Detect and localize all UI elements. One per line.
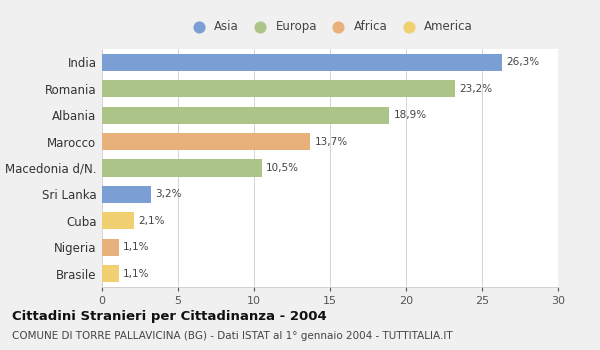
Bar (102, 239, 119, 256)
Text: COMUNE DI TORRE PALLAVICINA (BG) - Dati ISTAT al 1° gennaio 2004 - TUTTITALIA.IT: COMUNE DI TORRE PALLAVICINA (BG) - Dati … (12, 331, 452, 341)
Text: 3,2%: 3,2% (155, 189, 182, 200)
Bar (102, 80, 455, 97)
Bar (102, 54, 502, 71)
Bar (102, 106, 389, 124)
Text: 26,3%: 26,3% (506, 57, 539, 67)
Bar (102, 159, 262, 177)
Text: 1,1%: 1,1% (123, 242, 150, 252)
Legend: Asia, Europa, Africa, America: Asia, Europa, Africa, America (185, 18, 475, 36)
Bar (102, 212, 134, 230)
Bar (102, 186, 151, 203)
Text: 2,1%: 2,1% (139, 216, 165, 226)
Text: Cittadini Stranieri per Cittadinanza - 2004: Cittadini Stranieri per Cittadinanza - 2… (12, 310, 327, 323)
Text: 1,1%: 1,1% (123, 269, 150, 279)
Text: 10,5%: 10,5% (266, 163, 299, 173)
Text: 13,7%: 13,7% (315, 136, 348, 147)
Bar (102, 133, 310, 150)
Bar (102, 265, 119, 282)
Text: 18,9%: 18,9% (394, 110, 427, 120)
Text: 23,2%: 23,2% (459, 84, 493, 94)
